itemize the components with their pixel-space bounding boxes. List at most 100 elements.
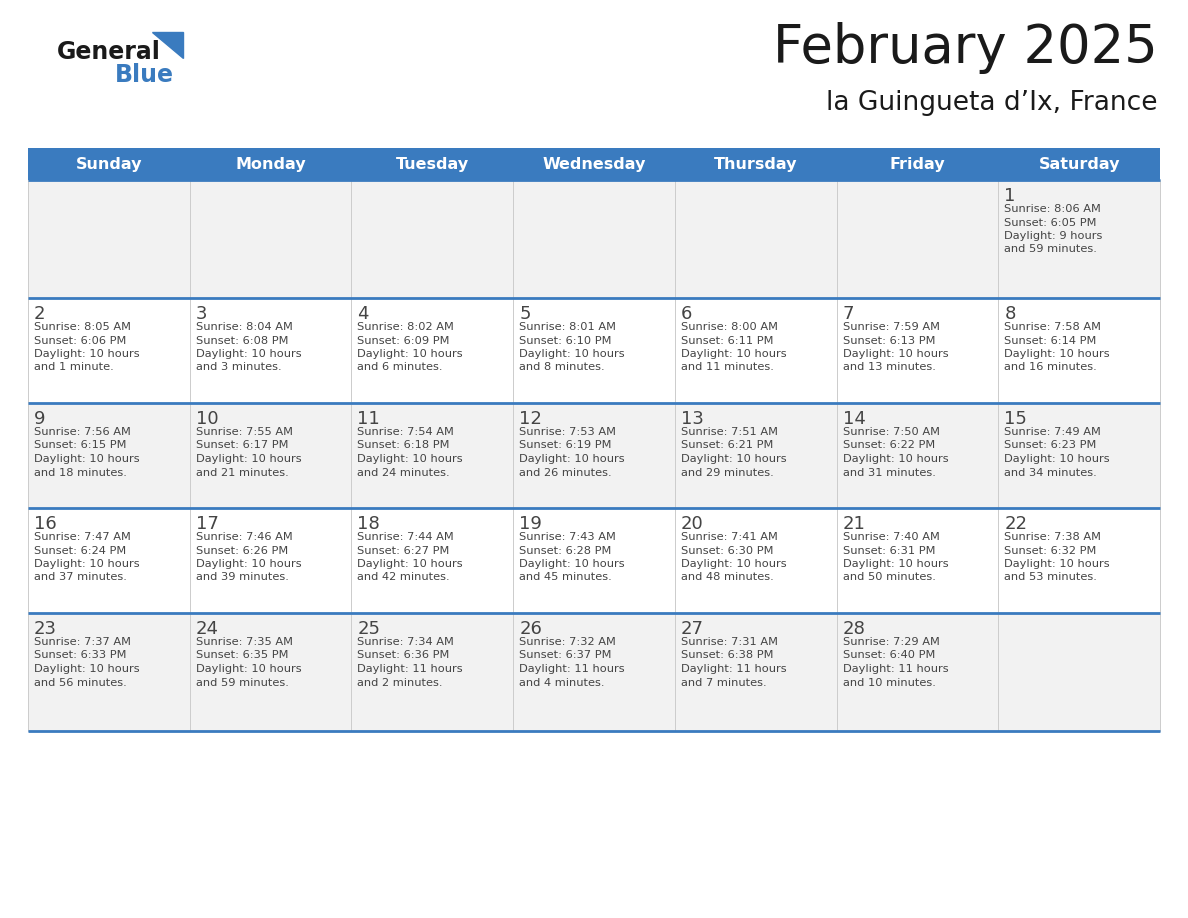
Text: Sunset: 6:26 PM: Sunset: 6:26 PM xyxy=(196,545,287,555)
Text: Sunset: 6:11 PM: Sunset: 6:11 PM xyxy=(681,335,773,345)
Text: Sunset: 6:31 PM: Sunset: 6:31 PM xyxy=(842,545,935,555)
Text: Sunset: 6:23 PM: Sunset: 6:23 PM xyxy=(1004,441,1097,451)
Text: Daylight: 10 hours: Daylight: 10 hours xyxy=(358,559,463,569)
Text: Sunset: 6:22 PM: Sunset: 6:22 PM xyxy=(842,441,935,451)
Text: and 2 minutes.: and 2 minutes. xyxy=(358,677,443,688)
Text: 11: 11 xyxy=(358,410,380,428)
Text: 2: 2 xyxy=(34,305,45,323)
Text: Sunset: 6:33 PM: Sunset: 6:33 PM xyxy=(34,651,126,660)
Text: Sunrise: 7:37 AM: Sunrise: 7:37 AM xyxy=(34,637,131,647)
Text: Sunrise: 8:04 AM: Sunrise: 8:04 AM xyxy=(196,322,292,332)
Text: Sunrise: 8:05 AM: Sunrise: 8:05 AM xyxy=(34,322,131,332)
Text: Daylight: 10 hours: Daylight: 10 hours xyxy=(34,664,140,674)
Text: and 34 minutes.: and 34 minutes. xyxy=(1004,467,1097,477)
Text: 25: 25 xyxy=(358,620,380,638)
Text: Daylight: 10 hours: Daylight: 10 hours xyxy=(358,349,463,359)
Text: Sunset: 6:09 PM: Sunset: 6:09 PM xyxy=(358,335,450,345)
Text: 14: 14 xyxy=(842,410,865,428)
Text: Sunset: 6:08 PM: Sunset: 6:08 PM xyxy=(196,335,289,345)
Text: and 48 minutes.: and 48 minutes. xyxy=(681,573,773,583)
Text: Sunset: 6:21 PM: Sunset: 6:21 PM xyxy=(681,441,773,451)
Text: 15: 15 xyxy=(1004,410,1028,428)
Text: Sunrise: 7:59 AM: Sunrise: 7:59 AM xyxy=(842,322,940,332)
Text: Daylight: 10 hours: Daylight: 10 hours xyxy=(519,454,625,464)
Text: Daylight: 10 hours: Daylight: 10 hours xyxy=(842,349,948,359)
Text: la Guingueta d’Ix, France: la Guingueta d’Ix, France xyxy=(827,90,1158,116)
Text: Monday: Monday xyxy=(235,156,305,172)
Text: Sunset: 6:32 PM: Sunset: 6:32 PM xyxy=(1004,545,1097,555)
Text: Sunrise: 7:54 AM: Sunrise: 7:54 AM xyxy=(358,427,454,437)
Text: 3: 3 xyxy=(196,305,207,323)
Text: Sunrise: 7:47 AM: Sunrise: 7:47 AM xyxy=(34,532,131,542)
Text: Sunrise: 8:02 AM: Sunrise: 8:02 AM xyxy=(358,322,454,332)
Text: Daylight: 10 hours: Daylight: 10 hours xyxy=(519,349,625,359)
Text: Sunrise: 7:34 AM: Sunrise: 7:34 AM xyxy=(358,637,454,647)
Text: Sunrise: 7:40 AM: Sunrise: 7:40 AM xyxy=(842,532,940,542)
Text: 24: 24 xyxy=(196,620,219,638)
Text: 23: 23 xyxy=(34,620,57,638)
Text: Friday: Friday xyxy=(890,156,946,172)
Text: Saturday: Saturday xyxy=(1038,156,1120,172)
Text: Sunrise: 7:49 AM: Sunrise: 7:49 AM xyxy=(1004,427,1101,437)
Text: Sunset: 6:05 PM: Sunset: 6:05 PM xyxy=(1004,218,1097,228)
Text: and 7 minutes.: and 7 minutes. xyxy=(681,677,766,688)
Text: Sunset: 6:18 PM: Sunset: 6:18 PM xyxy=(358,441,450,451)
Text: and 29 minutes.: and 29 minutes. xyxy=(681,467,773,477)
Text: and 31 minutes.: and 31 minutes. xyxy=(842,467,935,477)
Text: Daylight: 10 hours: Daylight: 10 hours xyxy=(1004,559,1110,569)
Text: 17: 17 xyxy=(196,515,219,533)
Text: Sunrise: 8:06 AM: Sunrise: 8:06 AM xyxy=(1004,204,1101,214)
Text: and 10 minutes.: and 10 minutes. xyxy=(842,677,935,688)
Text: and 59 minutes.: and 59 minutes. xyxy=(1004,244,1098,254)
Text: Daylight: 10 hours: Daylight: 10 hours xyxy=(196,349,302,359)
Text: and 3 minutes.: and 3 minutes. xyxy=(196,363,282,373)
Text: Sunset: 6:36 PM: Sunset: 6:36 PM xyxy=(358,651,450,660)
Text: Sunset: 6:38 PM: Sunset: 6:38 PM xyxy=(681,651,773,660)
Text: Daylight: 9 hours: Daylight: 9 hours xyxy=(1004,231,1102,241)
Text: 28: 28 xyxy=(842,620,865,638)
Text: and 53 minutes.: and 53 minutes. xyxy=(1004,573,1098,583)
Text: Sunday: Sunday xyxy=(76,156,143,172)
Text: Sunset: 6:13 PM: Sunset: 6:13 PM xyxy=(842,335,935,345)
Text: Daylight: 10 hours: Daylight: 10 hours xyxy=(842,559,948,569)
Text: and 13 minutes.: and 13 minutes. xyxy=(842,363,935,373)
Text: Sunrise: 8:00 AM: Sunrise: 8:00 AM xyxy=(681,322,778,332)
Text: Sunrise: 7:35 AM: Sunrise: 7:35 AM xyxy=(196,637,292,647)
Text: 19: 19 xyxy=(519,515,542,533)
Text: 8: 8 xyxy=(1004,305,1016,323)
Text: and 26 minutes.: and 26 minutes. xyxy=(519,467,612,477)
Text: 6: 6 xyxy=(681,305,693,323)
Text: Sunset: 6:15 PM: Sunset: 6:15 PM xyxy=(34,441,126,451)
Text: Daylight: 10 hours: Daylight: 10 hours xyxy=(34,454,140,464)
Text: Sunrise: 7:50 AM: Sunrise: 7:50 AM xyxy=(842,427,940,437)
Text: and 39 minutes.: and 39 minutes. xyxy=(196,573,289,583)
Text: Daylight: 10 hours: Daylight: 10 hours xyxy=(358,454,463,464)
Text: Daylight: 11 hours: Daylight: 11 hours xyxy=(358,664,463,674)
Text: 20: 20 xyxy=(681,515,703,533)
Text: 7: 7 xyxy=(842,305,854,323)
Text: and 59 minutes.: and 59 minutes. xyxy=(196,677,289,688)
Text: and 50 minutes.: and 50 minutes. xyxy=(842,573,935,583)
Text: Sunrise: 7:41 AM: Sunrise: 7:41 AM xyxy=(681,532,778,542)
Text: Daylight: 11 hours: Daylight: 11 hours xyxy=(842,664,948,674)
Text: and 16 minutes.: and 16 minutes. xyxy=(1004,363,1097,373)
Text: Daylight: 10 hours: Daylight: 10 hours xyxy=(519,559,625,569)
Text: Wednesday: Wednesday xyxy=(542,156,646,172)
Text: Sunrise: 7:38 AM: Sunrise: 7:38 AM xyxy=(1004,532,1101,542)
Text: Sunrise: 7:43 AM: Sunrise: 7:43 AM xyxy=(519,532,617,542)
Text: 10: 10 xyxy=(196,410,219,428)
Text: 27: 27 xyxy=(681,620,703,638)
Text: Sunrise: 7:53 AM: Sunrise: 7:53 AM xyxy=(519,427,617,437)
Text: and 4 minutes.: and 4 minutes. xyxy=(519,677,605,688)
Text: Daylight: 10 hours: Daylight: 10 hours xyxy=(196,559,302,569)
Text: Sunrise: 7:56 AM: Sunrise: 7:56 AM xyxy=(34,427,131,437)
Text: Sunrise: 7:29 AM: Sunrise: 7:29 AM xyxy=(842,637,940,647)
Text: 26: 26 xyxy=(519,620,542,638)
Text: 12: 12 xyxy=(519,410,542,428)
Text: Daylight: 10 hours: Daylight: 10 hours xyxy=(1004,349,1110,359)
Text: Sunrise: 7:55 AM: Sunrise: 7:55 AM xyxy=(196,427,292,437)
Text: February 2025: February 2025 xyxy=(773,22,1158,74)
Text: 5: 5 xyxy=(519,305,531,323)
Text: and 18 minutes.: and 18 minutes. xyxy=(34,467,127,477)
Text: Sunrise: 7:31 AM: Sunrise: 7:31 AM xyxy=(681,637,778,647)
